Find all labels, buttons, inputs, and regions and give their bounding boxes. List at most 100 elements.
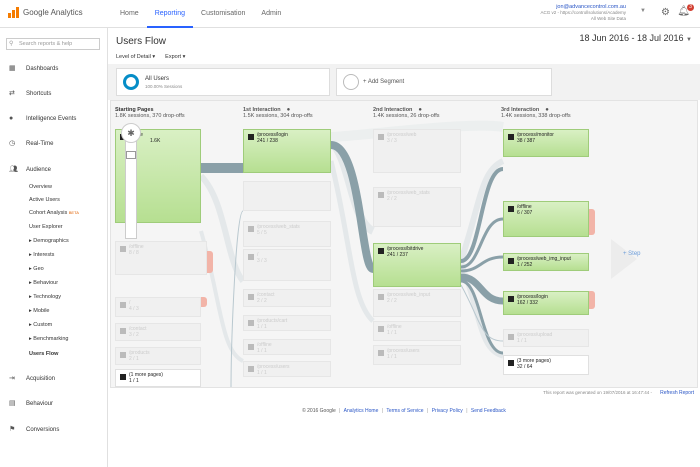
tab-reporting[interactable]: Reporting [146, 0, 194, 28]
footer-link-analytics-home[interactable]: Analytics Home [343, 408, 379, 414]
footer-link-feedback[interactable]: Send Feedback [470, 408, 506, 414]
sidebar-item-real-time[interactable]: ◷ Real-Time [0, 137, 108, 151]
zoom-handle-icon[interactable]: ✱ [121, 123, 141, 143]
flow-node[interactable]: /offline 1 / 1 [243, 339, 331, 355]
flow-node[interactable]: /process/users 1 / 1 [373, 345, 461, 365]
flow-node[interactable]: /contact 2 / 2 [243, 289, 331, 307]
export-menu[interactable]: Export ▾ [165, 54, 186, 60]
sidebar-item-audience[interactable]: 👥︎ Audience [0, 163, 108, 177]
bell-icon[interactable]: 🔔︎ [677, 6, 690, 17]
grid-icon: ▦ [9, 65, 16, 72]
drop-off-bar[interactable] [589, 209, 595, 235]
segment-all-users[interactable]: All Users 100.00% Sessions [116, 68, 330, 96]
flow-node[interactable]: /process/login 241 / 238 [243, 129, 331, 173]
flow-node[interactable]: (3 more pages) 32 / 64 [503, 355, 589, 375]
sidebar-sub-custom[interactable]: ▸ Custom [29, 322, 53, 328]
flow-node[interactable]: /offline 1 / 1 [373, 321, 461, 341]
sidebar-item-shortcuts[interactable]: ⇄ Shortcuts [0, 87, 108, 101]
page-icon [248, 294, 254, 300]
sidebar-sub-geo[interactable]: ▸ Geo [29, 266, 44, 272]
help-icon[interactable]: ● [286, 107, 291, 113]
flow-node[interactable]: /contact 3 / 2 [115, 323, 201, 341]
flow-node[interactable]: /process/web_img_input 1 / 252 [503, 253, 589, 271]
help-icon[interactable]: ● [545, 107, 549, 113]
flow-node[interactable]: /process/bitdrive 241 / 237 [373, 243, 461, 287]
logo[interactable]: Google Analytics [8, 7, 83, 18]
flow-node[interactable]: /products/cart 1 / 1 [243, 315, 331, 331]
node-label: (3 more pages) [517, 358, 551, 364]
column-stats: 1.5K sessions, 304 drop-offs [243, 113, 313, 119]
search-input[interactable]: ⚲ Search reports & help [6, 38, 100, 50]
flow-node[interactable]: (1 more pages) 1 / 1 [115, 369, 201, 387]
segment-placeholder-icon [343, 74, 359, 90]
sidebar-sub-technology[interactable]: ▸ Technology [29, 294, 62, 300]
flow-node[interactable]: /process/upload 1 / 1 [503, 329, 589, 347]
flow-node[interactable]: /process/login 162 / 332 [503, 291, 589, 315]
level-of-detail-menu[interactable]: Level of Detail ▾ [116, 54, 156, 60]
sidebar-sub-interests[interactable]: ▸ Interests [29, 252, 55, 258]
column-title-text: 2nd Interaction [373, 107, 413, 113]
flow-node[interactable] [243, 181, 331, 211]
slider-handle[interactable] [126, 151, 136, 159]
column-stats: 1.4K sessions, 26 drop-offs [373, 113, 440, 119]
drop-off-bar[interactable] [589, 291, 595, 309]
flow-node[interactable]: /products 2 / 1 [115, 347, 201, 365]
help-icon[interactable]: ● [418, 107, 423, 113]
sidebar-sub-active-users[interactable]: Active Users [29, 197, 60, 203]
sidebar-sub-behaviour[interactable]: ▸ Behaviour [29, 280, 59, 286]
drop-off-bar[interactable] [207, 251, 213, 273]
footer-link-privacy[interactable]: Privacy Policy [431, 408, 463, 414]
chevron-down-icon[interactable]: ▼ [640, 8, 646, 14]
date-range-picker[interactable]: 18 Jun 2016 - 18 Jul 2016 ▼ [579, 33, 692, 43]
flow-node[interactable]: / 4 / 3 [115, 297, 201, 317]
sidebar-item-acquisition[interactable]: ⇥ Acquisition [0, 372, 108, 386]
node-value: 2 / 2 [257, 298, 267, 304]
sidebar-item-label: Dashboards [26, 66, 59, 72]
node-slider-track[interactable] [125, 131, 137, 239]
refresh-report-link[interactable]: Refresh Report [660, 390, 694, 396]
flow-node[interactable]: /process/users 1 / 1 [243, 361, 331, 377]
sidebar-sub-benchmarking[interactable]: ▸ Benchmarking [29, 336, 69, 342]
flow-node[interactable]: / 3 / 3 [243, 249, 331, 281]
sidebar-item-dashboards[interactable]: ▦ Dashboards [0, 62, 108, 76]
sidebar-sub-mobile[interactable]: ▸ Mobile [29, 308, 50, 314]
tab-customisation[interactable]: Customisation [201, 10, 246, 17]
sidebar-sub-cohort-analysis[interactable]: Cohort Analysis BETA [0, 207, 108, 219]
date-range-text: 18 Jun 2016 - 18 Jul 2016 [579, 33, 684, 43]
add-step-link[interactable]: + Step [623, 251, 641, 257]
node-value: 6 / 307 [517, 210, 533, 216]
add-segment-button[interactable]: + Add Segment [336, 68, 552, 96]
sidebar-item-behaviour[interactable]: ▤ Behaviour [0, 397, 108, 411]
node-label: /process/web_input [387, 292, 431, 298]
column-stats: 1.8K sessions, 370 drop-offs [115, 113, 185, 119]
page-icon [248, 344, 254, 350]
sidebar-sub-users-flow[interactable]: Users Flow [29, 351, 59, 357]
column-title-text: 3rd Interaction [501, 107, 540, 113]
sidebar-sub-user-explorer[interactable]: User Explorer [29, 224, 63, 230]
node-label: /products/cart [257, 318, 288, 324]
node-value: 1 / 1 [387, 354, 397, 360]
sidebar-item-conversions[interactable]: ⚑ Conversions [0, 423, 108, 437]
tab-admin[interactable]: Admin [261, 10, 282, 17]
drop-off-bar[interactable] [201, 297, 207, 307]
flow-node[interactable]: /process/monitor 38 / 387 [503, 129, 589, 157]
sidebar-sub-overview[interactable]: Overview [29, 184, 52, 190]
footer-link-terms[interactable]: Terms of Service [386, 408, 424, 414]
flow-node[interactable]: /offline 6 / 307 [503, 201, 589, 237]
sidebar-item-label: Acquisition [26, 376, 56, 382]
column-stats: 1.4K sessions, 338 drop-offs [501, 113, 571, 119]
flow-node[interactable]: /process/web_stats 5 / 5 [243, 221, 331, 247]
footer-copyright: © 2016 Google [302, 408, 336, 414]
sidebar-item-label: Shortcuts [26, 91, 52, 97]
sidebar-item-intelligence-events[interactable]: ● Intelligence Events [0, 112, 108, 126]
account-selector[interactable]: jon@advancecontrol.com.au ACG v2 - https… [540, 4, 626, 22]
sidebar-sub-demographics[interactable]: ▸ Demographics [29, 238, 69, 244]
flow-node[interactable]: /process/web_stats 2 / 2 [373, 187, 461, 227]
node-value: 162 / 332 [517, 300, 538, 306]
flow-node[interactable]: /offline 8 / 8 [115, 241, 207, 275]
flow-node[interactable]: /process/web 3 / 3 [373, 129, 461, 173]
tab-home[interactable]: Home [120, 10, 139, 17]
gear-icon[interactable]: ⚙ [661, 7, 670, 18]
node-label: / [129, 300, 131, 306]
flow-node[interactable]: /process/web_input 2 / 2 [373, 289, 461, 317]
